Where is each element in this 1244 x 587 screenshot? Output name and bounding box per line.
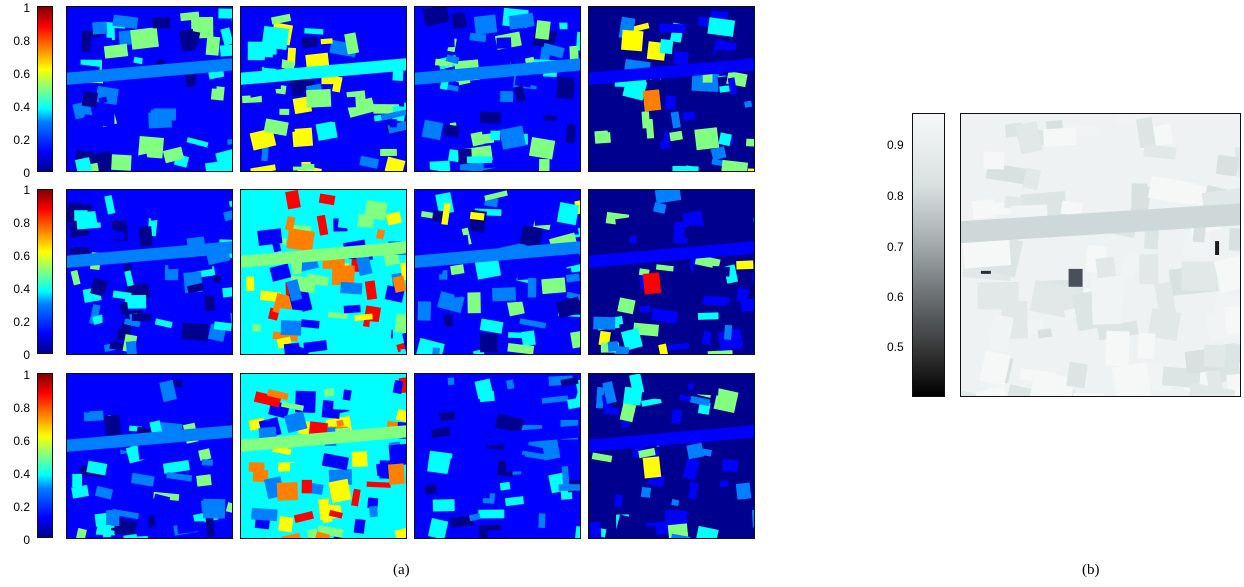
colorbar-tick: 1 — [23, 183, 30, 197]
abundance-map — [66, 373, 233, 539]
colorbar-gradient — [912, 113, 945, 397]
abundance-map — [588, 189, 755, 355]
abundance-map-image — [67, 374, 232, 538]
colorbar-tick: 0.2 — [13, 315, 30, 329]
caption-b: (b) — [1082, 562, 1100, 578]
colorbar-tick: 0 — [23, 348, 30, 362]
abundance-map-image — [415, 374, 580, 538]
colorbar-tick: 0.2 — [13, 500, 30, 514]
colorbar-tick: 0.7 — [887, 240, 904, 254]
abundance-map — [240, 6, 407, 172]
error-map-image — [961, 114, 1240, 396]
colorbar-tick: 0.6 — [887, 290, 904, 304]
abundance-map — [414, 6, 581, 172]
colorbar-tick: 0.2 — [13, 133, 30, 147]
abundance-map-image — [241, 374, 406, 538]
colorbar-tick: 0 — [23, 533, 30, 547]
colorbar-tick: 0.4 — [13, 282, 30, 296]
error-map — [960, 113, 1241, 397]
abundance-map — [66, 189, 233, 355]
colorbar-tick: 0.8 — [13, 401, 30, 415]
abundance-map-image — [67, 190, 232, 354]
colorbar-tick: 0.6 — [13, 434, 30, 448]
colorbar-gradient — [37, 189, 53, 354]
colorbar-tick: 0.8 — [13, 216, 30, 230]
colorbar-tick: 0.6 — [13, 249, 30, 263]
abundance-map-image — [241, 190, 406, 354]
abundance-map — [414, 373, 581, 539]
abundance-map-image — [241, 7, 406, 171]
colorbar-tick: 0.5 — [887, 340, 904, 354]
abundance-map-image — [415, 7, 580, 171]
colorbar-tick: 0.9 — [887, 138, 904, 152]
colorbar-tick: 1 — [23, 1, 30, 15]
abundance-map-image — [589, 190, 754, 354]
colorbar-tick: 0.8 — [887, 189, 904, 203]
abundance-map-image — [589, 374, 754, 538]
colorbar-tick: 0 — [23, 166, 30, 180]
abundance-map — [588, 6, 755, 172]
abundance-map-image — [67, 7, 232, 171]
abundance-map-image — [589, 7, 754, 171]
abundance-map — [240, 373, 407, 539]
abundance-map — [66, 6, 233, 172]
colorbar-tick: 0.6 — [13, 67, 30, 81]
abundance-map — [414, 189, 581, 355]
colorbar-gradient — [37, 6, 53, 172]
colorbar-tick: 0.4 — [13, 467, 30, 481]
abundance-map — [588, 373, 755, 539]
colorbar-tick: 0.4 — [13, 100, 30, 114]
abundance-map-image — [415, 190, 580, 354]
caption-a: (a) — [393, 562, 410, 578]
abundance-map — [240, 189, 407, 355]
colorbar-tick: 0.8 — [13, 34, 30, 48]
colorbar-gradient — [37, 373, 53, 538]
colorbar-tick: 1 — [23, 368, 30, 382]
